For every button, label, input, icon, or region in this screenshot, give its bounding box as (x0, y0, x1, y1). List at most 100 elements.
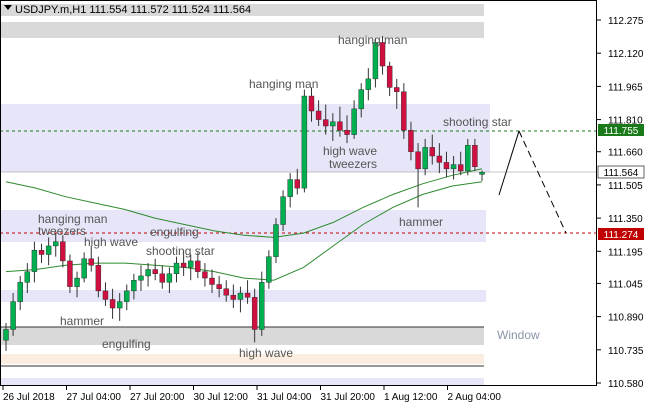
candle-body (223, 288, 229, 296)
svg-text:111.755: 111.755 (604, 126, 639, 137)
price-tick-label: 110.735 (608, 346, 644, 357)
candles-layer (3, 36, 485, 351)
candle-body (81, 258, 87, 279)
candle-body (230, 294, 237, 300)
price-tick-label: 111.045 (608, 279, 643, 290)
price-zone-3 (0, 210, 486, 242)
candle-body (17, 282, 23, 302)
price-tick-label: 110.580 (608, 379, 644, 390)
annotation-shooting-star-mid: shooting star (146, 244, 215, 258)
price-tick-label: 111.505 (608, 181, 643, 192)
price-tick-label: 112.275 (608, 16, 644, 27)
annotation-hanging-man-mid: hanging man (249, 77, 318, 91)
candle-body (394, 87, 400, 92)
candle-body (386, 65, 393, 88)
candle-body (3, 329, 9, 341)
time-tick-label: 30 Jul 12:00 (194, 392, 249, 403)
candle-body (436, 155, 443, 163)
candle-body (180, 262, 187, 268)
candle-body (287, 179, 293, 197)
candle-body (45, 245, 52, 255)
resistance-price-badge: 111.755 (598, 124, 644, 137)
chart-header: USDJPY.m,H1 111.554 111.572 111.524 111.… (4, 4, 251, 16)
annotation-engulfing-bottom: engulfing (102, 337, 151, 351)
candle-body (166, 273, 173, 283)
time-tick-label: 2 Aug 04:00 (448, 392, 502, 403)
price-tick-label: 111.195 (608, 247, 643, 258)
candle-body (457, 164, 464, 172)
candle-body (365, 78, 372, 90)
symbol-info: USDJPY.m,H1 111.554 111.572 111.524 111.… (15, 4, 251, 16)
candle-body (138, 275, 144, 281)
candle-body (244, 292, 251, 298)
price-zone-6 (0, 354, 484, 364)
candle-body (401, 91, 407, 131)
candle-body (109, 299, 116, 309)
candle-body (358, 89, 364, 110)
candle-body (337, 121, 343, 131)
candle-body (294, 179, 300, 189)
candle-body (145, 269, 151, 277)
candle-body (188, 260, 194, 268)
annotation-hanging-man-left: hanging man (38, 212, 107, 226)
candle-body (308, 95, 315, 112)
candle-body (315, 110, 322, 120)
candle-body (323, 119, 329, 127)
price-tick-label: 110.890 (608, 313, 644, 324)
time-tick-label: 27 Jul 20:00 (130, 392, 185, 403)
projection-layer (498, 130, 567, 234)
time-tick-label: 31 Jul 20:00 (321, 392, 376, 403)
candle-body (450, 164, 457, 170)
candle-body (195, 260, 201, 272)
window-corner-label: Window (497, 328, 540, 342)
annotation-hammer-left: hammer (60, 314, 104, 328)
candle-body (301, 95, 308, 189)
time-tick-label: 27 Jul 04:00 (67, 392, 122, 403)
time-tick-label: 26 Jul 2018 (3, 392, 55, 403)
candle-body (330, 121, 336, 127)
candle-body (53, 241, 59, 247)
annotation-tweezers-mid: tweezers (329, 157, 377, 171)
candle-body (251, 297, 258, 330)
price-zone-1 (0, 22, 484, 38)
candle-body (202, 271, 208, 279)
annotation-hanging-man-top: hanging man (338, 33, 407, 47)
candle-body (152, 269, 158, 274)
price-zone-5 (0, 327, 484, 345)
price-zone-0 (0, 4, 484, 16)
candle-body (60, 241, 66, 262)
candle-body (31, 250, 38, 272)
candle-body (116, 301, 123, 309)
annotation-high-wave-left: high wave (84, 235, 138, 249)
price-zone-7 (0, 378, 484, 385)
candle-body (159, 273, 165, 283)
candle-body (24, 271, 31, 283)
support-price-badge: 111.274 (598, 228, 644, 241)
candle-body (408, 130, 414, 152)
candle-body (351, 108, 357, 135)
candle-body (131, 280, 137, 292)
candle-body (266, 256, 272, 283)
time-tick-label: 31 Jul 04:00 (257, 392, 312, 403)
time-tick-label: 1 Aug 12:00 (384, 392, 438, 403)
candle-body (415, 151, 421, 170)
candle-body (124, 290, 130, 302)
candle-body (465, 145, 471, 172)
candle-body (95, 265, 102, 292)
candle-body (237, 292, 244, 300)
price-tick-label: 112.120 (608, 49, 644, 60)
candle-body (88, 258, 94, 266)
collapse-triangle-icon[interactable] (4, 5, 12, 10)
annotation-shooting-star-right: shooting star (443, 115, 512, 129)
candle-body (422, 147, 428, 170)
moving-average-1 (5, 168, 483, 238)
candle-body (273, 224, 279, 257)
candle-body (344, 130, 350, 135)
candle-body (216, 284, 222, 289)
price-tick-label: 111.350 (608, 214, 643, 225)
price-tick-label: 111.965 (608, 82, 643, 93)
price-tick-label: 111.810 (608, 116, 643, 127)
price-tick-label: 111.660 (608, 148, 643, 159)
